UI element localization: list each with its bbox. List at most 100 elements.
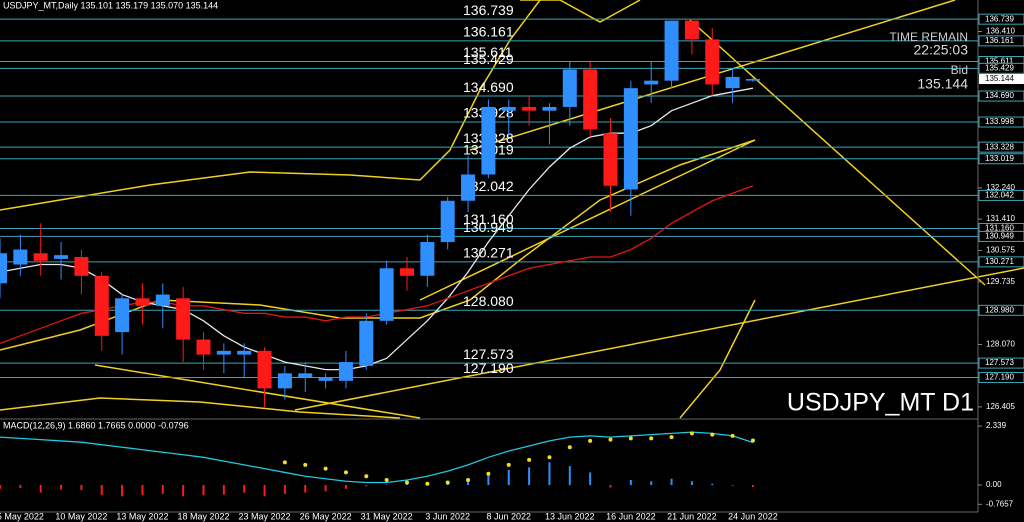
- histogram-bar: [528, 467, 531, 486]
- signal-dot: [282, 460, 287, 465]
- band-line: [679, 299, 756, 419]
- trend-line: [689, 19, 986, 286]
- level-tag-box: [978, 116, 1024, 128]
- histogram-bar: [548, 462, 551, 486]
- y-tick-label: 132.240: [986, 183, 1015, 192]
- histogram-bar: [202, 485, 205, 496]
- y-tick-label: 129.735: [986, 277, 1015, 286]
- level-tag-box: [978, 90, 1024, 102]
- level-tag: 132.042: [985, 191, 1014, 200]
- level-tag-box: [978, 304, 1024, 316]
- candle-body: [379, 268, 394, 321]
- time-remain: 22:25:03: [914, 42, 969, 58]
- x-tick-label: 13 Jun 2022: [545, 511, 595, 521]
- signal-dot: [466, 477, 471, 482]
- candle-body: [623, 88, 638, 190]
- level-label: 131.160: [463, 211, 514, 227]
- signal-dot: [527, 457, 532, 462]
- level-tag: 127.190: [985, 373, 1014, 382]
- candle-body: [277, 373, 292, 389]
- histogram-bar: [80, 485, 83, 491]
- histogram-bar: [609, 485, 612, 488]
- candle-body: [542, 106, 557, 111]
- candle-body: [13, 249, 28, 265]
- histogram-bar: [0, 485, 1, 489]
- histogram-bar: [324, 485, 327, 492]
- x-tick-label: 5 May 2022: [0, 511, 44, 521]
- trend-line: [294, 267, 1024, 411]
- level-label: 136.161: [463, 24, 514, 40]
- candle-body: [338, 362, 353, 381]
- signal-dot: [364, 474, 369, 479]
- candle-body: [115, 298, 130, 333]
- candle-body: [705, 39, 720, 85]
- candle-body: [461, 174, 476, 201]
- x-tick-label: 26 May 2022: [300, 511, 352, 521]
- bid-value: 135.144: [917, 76, 968, 92]
- y-tick-label: 2.339: [986, 421, 1007, 430]
- level-tag-box: [978, 189, 1024, 201]
- candle-body: [216, 350, 231, 355]
- level-label: 130.949: [463, 219, 514, 235]
- histogram-bar: [344, 485, 347, 489]
- level-tag-box: [978, 62, 1024, 74]
- candle-body: [583, 69, 598, 130]
- y-tick-label: 128.070: [986, 340, 1015, 349]
- y-tick-label: 126.405: [986, 402, 1015, 411]
- candle-body: [74, 257, 89, 276]
- signal-dot: [506, 462, 511, 467]
- histogram-bar: [650, 481, 653, 486]
- candle-body: [644, 80, 659, 85]
- level-tag: 134.690: [985, 91, 1014, 100]
- histogram-bar: [60, 485, 63, 490]
- signal-dot: [567, 445, 572, 450]
- time-remain-label: TIME REMAIN: [889, 30, 968, 44]
- signal-dot: [628, 436, 633, 441]
- bid-tag: 135.144: [985, 74, 1014, 83]
- histogram-bar: [507, 469, 510, 486]
- histogram-bar: [304, 485, 307, 493]
- level-label: 128.080: [463, 293, 514, 309]
- signal-dot: [323, 466, 328, 471]
- y-tick-label: 136.410: [986, 27, 1015, 36]
- candle-body: [237, 350, 252, 355]
- signal-dot: [547, 455, 552, 460]
- histogram-bar: [19, 485, 22, 489]
- x-tick-label: 13 May 2022: [116, 511, 168, 521]
- histogram-bar: [589, 472, 592, 486]
- level-tag: 133.019: [985, 154, 1014, 163]
- level-tag: 135.429: [985, 63, 1014, 72]
- histogram-bar: [182, 485, 185, 497]
- histogram-bar: [629, 479, 632, 486]
- x-tick-label: 31 May 2022: [361, 511, 413, 521]
- signal-dot: [730, 433, 735, 438]
- macd-title: MACD(12,26,9) 1.6860 1.7665 0.0000 -0.07…: [3, 420, 189, 430]
- level-label: 135.611: [463, 44, 513, 60]
- y-tick-label: 0.00: [986, 480, 1002, 489]
- x-tick-label: 23 May 2022: [239, 511, 291, 521]
- level-tag-box: [978, 230, 1024, 242]
- candle-body: [440, 200, 455, 243]
- signal-dot: [405, 480, 409, 485]
- watermark: USDJPY_MT D1: [787, 389, 974, 417]
- level-tag-box: [978, 153, 1024, 165]
- level-tag-box: [978, 371, 1024, 383]
- x-tick-label: 21 Jun 2022: [667, 511, 717, 521]
- level-tag-box: [978, 256, 1024, 268]
- signal-dot: [588, 438, 593, 443]
- x-tick-label: 24 Jun 2022: [728, 511, 778, 521]
- candle-body: [54, 255, 69, 259]
- level-tag: 133.328: [985, 142, 1014, 151]
- y-tick-label: 130.575: [986, 246, 1015, 255]
- trend-line: [419, 139, 756, 301]
- level-tag: 128.980: [985, 305, 1014, 314]
- signal-dot: [669, 435, 674, 440]
- histogram-bar: [385, 484, 388, 486]
- candle-body: [318, 377, 333, 381]
- level-label: 136.739: [463, 2, 514, 18]
- histogram-bar: [121, 485, 124, 497]
- chart-title: USDJPY_MT,Daily 135.101 135.179 135.070 …: [3, 0, 218, 10]
- candle-body: [522, 106, 537, 111]
- level-label: 132.042: [463, 178, 514, 194]
